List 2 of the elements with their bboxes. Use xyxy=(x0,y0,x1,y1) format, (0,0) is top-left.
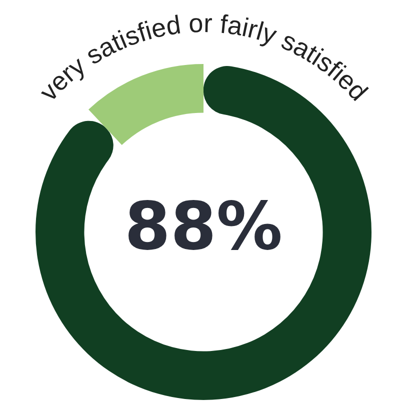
data-label: 88% xyxy=(124,188,282,266)
chart-title: very satisfied or fairly satisfied xyxy=(33,8,374,107)
